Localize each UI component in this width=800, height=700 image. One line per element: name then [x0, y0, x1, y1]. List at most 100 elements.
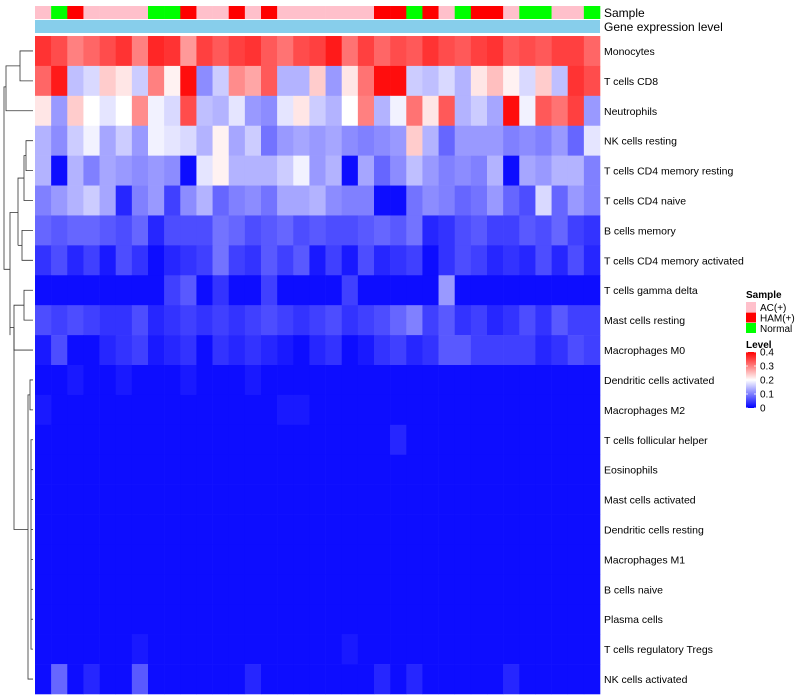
- heatmap-cell: [406, 365, 423, 396]
- heatmap-cell: [99, 95, 117, 127]
- heatmap-cell: [325, 335, 343, 366]
- heatmap-cell: [83, 424, 100, 456]
- heatmap-cell: [212, 454, 230, 485]
- heatmap-cell: [67, 95, 84, 127]
- heatmap-cell: [454, 574, 472, 605]
- legend-sample-label: HAM(+): [760, 314, 795, 325]
- heatmap-cell: [357, 634, 375, 665]
- heatmap-cell: [83, 36, 100, 67]
- heatmap-cell: [228, 604, 246, 635]
- heatmap-cell: [115, 634, 133, 665]
- heatmap-cell: [180, 514, 197, 545]
- heatmap-cell: [83, 514, 100, 545]
- heatmap-cell: [244, 185, 262, 216]
- heatmap-cell: [325, 634, 343, 665]
- heatmap-cell: [180, 634, 197, 665]
- heatmap-cell: [309, 125, 326, 156]
- heatmap-cell: [212, 36, 230, 67]
- heatmap-cell: [454, 664, 472, 695]
- heatmap-cell: [390, 604, 407, 635]
- heatmap-cell: [67, 544, 84, 575]
- heatmap-cell: [454, 484, 472, 515]
- heatmap-cell: [390, 65, 407, 97]
- heatmap-cell: [470, 125, 488, 156]
- heatmap-cell: [535, 335, 552, 366]
- heatmap-cell: [357, 544, 375, 575]
- heatmap-cell: [519, 36, 536, 67]
- legend-colorbar: [746, 352, 756, 408]
- heatmap-cell: [51, 155, 68, 186]
- heatmap-cell: [503, 394, 520, 426]
- heatmap-cell: [99, 454, 117, 485]
- heatmap-cell: [374, 514, 391, 545]
- heatmap-cell: [180, 454, 197, 485]
- heatmap-cell: [454, 634, 472, 665]
- heatmap-cell: [422, 95, 439, 127]
- heatmap-cell: [228, 215, 246, 246]
- heatmap-cell: [438, 36, 456, 67]
- heatmap-cell: [374, 365, 391, 396]
- heatmap-cell: [341, 454, 359, 485]
- heatmap-cell: [277, 604, 294, 635]
- heatmap-cell: [357, 604, 375, 635]
- heatmap-cell: [35, 275, 52, 306]
- heatmap-cell: [551, 394, 569, 426]
- heatmap-cell: [438, 514, 456, 545]
- heatmap-cell: [487, 215, 504, 246]
- heatmap-cell: [35, 454, 52, 485]
- heatmap-cell: [583, 245, 601, 276]
- heatmap-cell: [325, 544, 343, 575]
- heatmap-cell: [341, 245, 359, 276]
- heatmap-cell: [438, 484, 456, 515]
- dendrogram-branch: [21, 230, 33, 261]
- heatmap-cell: [551, 125, 569, 156]
- heatmap-cell: [261, 305, 278, 336]
- heatmap-cell: [83, 394, 100, 426]
- heatmap-cell: [131, 454, 149, 485]
- heatmap-cell: [164, 335, 181, 366]
- heatmap-cell: [325, 424, 343, 456]
- heatmap-cell: [406, 424, 423, 456]
- sample-annot-cell: [454, 6, 472, 19]
- heatmap-cell: [487, 305, 504, 336]
- heatmap-cell: [503, 664, 520, 695]
- sample-annot-cell: [583, 6, 601, 19]
- heatmap-cell: [293, 95, 310, 127]
- heatmap-cell: [164, 484, 181, 515]
- heatmap-cell: [196, 275, 213, 306]
- heatmap-cell: [115, 275, 133, 306]
- heatmap-cell: [503, 245, 520, 276]
- heatmap-cell: [277, 634, 294, 665]
- heatmap-cell: [357, 95, 375, 127]
- heatmap-cell: [438, 664, 456, 695]
- heatmap-cell: [454, 454, 472, 485]
- heatmap-cell: [115, 394, 133, 426]
- heatmap-cell: [164, 305, 181, 336]
- heatmap-cell: [454, 604, 472, 635]
- heatmap-cell: [325, 185, 343, 216]
- heatmap-cell: [567, 514, 585, 545]
- heatmap-cell: [293, 36, 310, 67]
- heatmap-cell: [503, 185, 520, 216]
- heatmap-cell: [309, 95, 326, 127]
- heatmap-cell: [131, 335, 149, 366]
- legend-tick-label: 0.4: [760, 348, 774, 359]
- heatmap-cell: [406, 185, 423, 216]
- heatmap-cell: [567, 185, 585, 216]
- heatmap-cell: [341, 424, 359, 456]
- heatmap-cell: [212, 215, 230, 246]
- heatmap-cell: [212, 185, 230, 216]
- heatmap-cell: [325, 215, 343, 246]
- heatmap-cell: [583, 95, 601, 127]
- heatmap-cell: [583, 275, 601, 306]
- heatmap-cell: [83, 634, 100, 665]
- heatmap-cell: [422, 215, 439, 246]
- heatmap-cell: [487, 664, 504, 695]
- heatmap-cell: [390, 275, 407, 306]
- heatmap-cell: [196, 604, 213, 635]
- heatmap-cell: [261, 574, 278, 605]
- heatmap-cell: [567, 125, 585, 156]
- heatmap-cell: [51, 185, 68, 216]
- heatmap-cell: [277, 484, 294, 515]
